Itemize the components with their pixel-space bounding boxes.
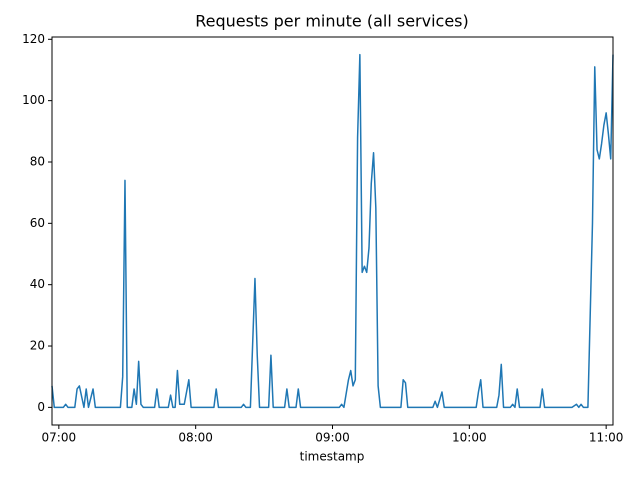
y-tick-label: 80 bbox=[30, 154, 45, 168]
y-tick-label: 40 bbox=[30, 277, 45, 291]
y-tick-label: 20 bbox=[30, 339, 45, 353]
x-tick-label: 11:00 bbox=[589, 431, 624, 445]
x-tick-label: 10:00 bbox=[452, 431, 487, 445]
y-tick-label: 120 bbox=[22, 32, 45, 46]
chart-title: Requests per minute (all services) bbox=[195, 12, 469, 31]
x-axis-label: timestamp bbox=[300, 450, 365, 464]
y-tick-label: 100 bbox=[22, 93, 45, 107]
x-tick-label: 07:00 bbox=[42, 431, 77, 445]
x-tick-label: 09:00 bbox=[315, 431, 350, 445]
y-tick-label: 60 bbox=[30, 216, 45, 230]
plot-frame bbox=[51, 36, 614, 426]
y-tick-label: 0 bbox=[37, 400, 45, 414]
data-line bbox=[51, 53, 614, 409]
x-tick-label: 08:00 bbox=[178, 431, 213, 445]
